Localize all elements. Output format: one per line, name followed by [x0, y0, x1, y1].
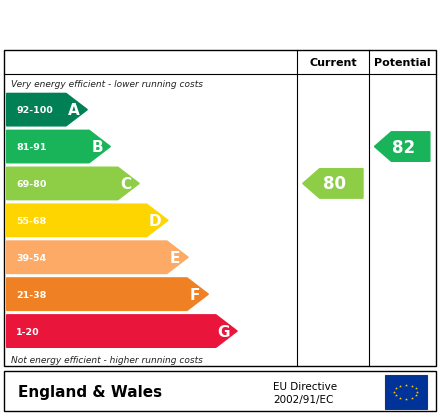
Text: Energy Efficiency Rating: Energy Efficiency Rating	[11, 14, 299, 34]
Text: Very energy efficient - lower running costs: Very energy efficient - lower running co…	[11, 79, 203, 88]
Text: 1-20: 1-20	[16, 327, 40, 336]
Polygon shape	[7, 242, 188, 274]
Text: Potential: Potential	[374, 58, 430, 68]
Polygon shape	[7, 278, 209, 311]
Text: G: G	[218, 324, 230, 339]
Polygon shape	[303, 169, 363, 199]
Text: 81-91: 81-91	[16, 142, 47, 152]
Polygon shape	[374, 133, 430, 162]
Text: D: D	[149, 214, 161, 228]
Polygon shape	[7, 204, 168, 237]
Text: England & Wales: England & Wales	[18, 384, 162, 399]
Bar	[385, 375, 427, 409]
Text: 55-68: 55-68	[16, 216, 47, 225]
Text: C: C	[121, 176, 132, 192]
Polygon shape	[7, 131, 110, 164]
Text: 69-80: 69-80	[16, 180, 47, 188]
Polygon shape	[7, 315, 237, 347]
Text: A: A	[68, 103, 80, 118]
Text: 80: 80	[323, 175, 346, 193]
Text: 21-38: 21-38	[16, 290, 47, 299]
Text: Not energy efficient - higher running costs: Not energy efficient - higher running co…	[11, 355, 203, 364]
Text: 39-54: 39-54	[16, 253, 46, 262]
Text: F: F	[190, 287, 200, 302]
Polygon shape	[7, 168, 139, 200]
Text: B: B	[92, 140, 103, 154]
Text: 92-100: 92-100	[16, 106, 53, 115]
Text: Current: Current	[309, 58, 357, 68]
Polygon shape	[7, 94, 87, 126]
Text: E: E	[170, 250, 180, 265]
Text: 82: 82	[392, 138, 415, 156]
Text: EU Directive: EU Directive	[273, 381, 337, 391]
Text: 2002/91/EC: 2002/91/EC	[273, 394, 333, 404]
